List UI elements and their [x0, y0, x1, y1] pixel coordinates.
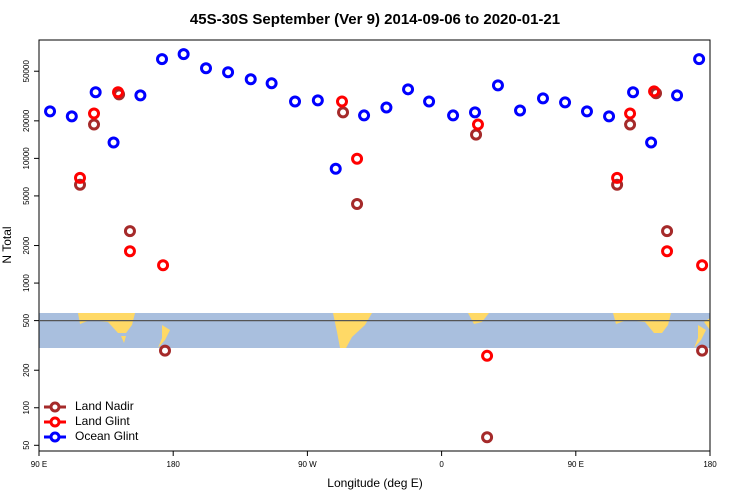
point — [358, 109, 371, 122]
y-tick-label: 1000 — [22, 274, 31, 292]
legend-label: Ocean Glint — [75, 429, 139, 443]
point — [696, 344, 709, 357]
legend-label: Land Glint — [75, 414, 130, 428]
map-land — [333, 313, 372, 348]
x-tick-label: 90 W — [298, 460, 317, 469]
x-tick-label: 180 — [703, 460, 717, 469]
point — [481, 349, 494, 362]
point — [514, 104, 527, 117]
x-tick-label: 0 — [439, 460, 444, 469]
point — [112, 86, 125, 99]
point — [696, 259, 709, 272]
x-axis-label: Longitude (deg E) — [327, 476, 422, 490]
y-tick-label: 50000 — [22, 60, 31, 83]
legend-marker — [49, 431, 61, 443]
point — [624, 118, 637, 131]
point — [337, 106, 350, 119]
map-land — [78, 313, 135, 333]
legend-label: Land Nadir — [75, 399, 134, 413]
map-ocean — [39, 313, 710, 348]
point — [469, 106, 482, 119]
y-tick-label: 500 — [22, 313, 31, 327]
point — [157, 259, 170, 272]
point — [559, 96, 572, 109]
point — [44, 105, 57, 118]
point — [107, 136, 120, 149]
point — [661, 245, 674, 258]
point — [244, 73, 257, 86]
point — [645, 136, 658, 149]
point — [88, 107, 101, 120]
point — [402, 83, 415, 96]
point — [580, 105, 593, 118]
point — [661, 225, 674, 238]
point — [611, 178, 624, 191]
map-land — [694, 318, 710, 348]
point — [481, 431, 494, 444]
point — [611, 171, 624, 184]
y-tick-label: 5000 — [22, 186, 31, 204]
point — [222, 66, 235, 79]
x-tick-label: 180 — [167, 460, 181, 469]
x-tick-label: 90 E — [568, 460, 584, 469]
chart-title: 45S-30S September (Ver 9) 2014-09-06 to … — [190, 11, 560, 28]
point — [624, 107, 637, 120]
plot-frame — [38, 39, 711, 452]
point — [134, 89, 147, 102]
point — [123, 245, 136, 258]
point — [627, 86, 640, 99]
legend-marker — [49, 416, 61, 428]
point — [88, 118, 101, 131]
map-inset — [39, 313, 710, 348]
map-land — [121, 336, 126, 343]
point — [311, 94, 324, 107]
map-land — [158, 325, 170, 348]
y-tick-label: 100 — [22, 401, 31, 415]
point — [74, 178, 87, 191]
point — [335, 95, 348, 108]
point — [671, 89, 684, 102]
y-tick-label: 200 — [22, 363, 31, 377]
point — [648, 85, 661, 98]
point — [380, 101, 393, 114]
map-land — [613, 313, 671, 333]
point — [536, 92, 549, 105]
point — [200, 62, 213, 75]
map-land — [468, 313, 489, 324]
point — [74, 171, 87, 184]
y-axis-label: N Total — [0, 226, 14, 263]
x-tick-label: 90 E — [31, 460, 47, 469]
point — [289, 95, 302, 108]
y-tick-label: 10000 — [22, 147, 31, 170]
point — [89, 86, 102, 99]
point — [329, 162, 342, 175]
point — [123, 225, 136, 238]
point — [423, 95, 436, 108]
point — [65, 110, 78, 123]
y-tick-label: 20000 — [22, 109, 31, 132]
point — [447, 109, 460, 122]
point — [470, 128, 483, 141]
legend-marker — [49, 401, 61, 413]
point — [351, 197, 364, 210]
y-tick-label: 2000 — [22, 236, 31, 254]
point — [158, 344, 171, 357]
point — [177, 48, 190, 61]
point — [471, 118, 484, 131]
point — [156, 53, 169, 66]
point — [603, 110, 616, 123]
point — [351, 152, 364, 165]
point — [491, 79, 504, 92]
point — [265, 77, 278, 90]
y-tick-label: 50 — [22, 440, 31, 449]
point — [693, 53, 706, 66]
